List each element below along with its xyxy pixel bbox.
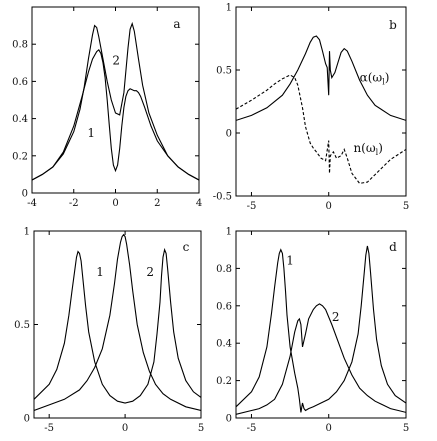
x-tick-label: 5 (198, 423, 204, 434)
annotation-text: 2 (112, 54, 120, 68)
plot-frame (235, 6, 407, 197)
y-tick-label: 0.2 (216, 376, 232, 387)
x-tick-label: 5 (403, 201, 409, 212)
series-line-2 (32, 48, 199, 181)
y-tick-label: -0.5 (213, 192, 232, 203)
x-tick-label: 0 (122, 423, 128, 434)
y-tick-label: 0.5 (14, 320, 30, 331)
y-tick-label: 0.8 (216, 264, 232, 275)
series-line-1 (236, 35, 406, 121)
annotation-close-paren: ) (385, 70, 390, 84)
curve-annotation: 1 (87, 126, 95, 140)
y-tick-label: 0.6 (12, 77, 28, 88)
panel-a: -4 -2 0 2 4 0 0.2 0.4 0.6 0.8 a 1 2 (12, 6, 202, 209)
x-tick-label: 0 (112, 198, 118, 209)
y-tick-label: 0.4 (12, 114, 28, 125)
series-line-1 (236, 245, 406, 413)
y-tick-label: 0.4 (216, 339, 232, 350)
x-tick-label: -5 (247, 423, 257, 434)
annotation-text: 1 (96, 265, 104, 279)
curve-annotation: 1 (286, 254, 294, 268)
x-tick-label: 2 (154, 198, 160, 209)
annotation-subscript: l (376, 148, 379, 157)
y-tick-label: 0.6 (216, 301, 232, 312)
y-tick-label: 0 (226, 129, 232, 140)
x-tick-label: 0 (326, 201, 332, 212)
annotation-subscript: l (382, 77, 385, 86)
annotation-text: 1 (87, 126, 95, 140)
panel-d: -5 0 5 0 0.2 0.4 0.6 0.8 1 d 1 2 (216, 227, 409, 435)
x-tick-label: 5 (403, 423, 409, 434)
x-tick-label: 4 (196, 198, 202, 209)
y-tick-label: 0.2 (12, 151, 28, 162)
annotation-text: 2 (332, 310, 340, 324)
panel-label: b (389, 18, 397, 32)
annotation-text: 1 (286, 254, 294, 268)
panel-label: c (183, 240, 190, 254)
panel-c: -5 0 5 0 0.5 1 c 1 2 (14, 227, 204, 435)
plot-frame (235, 230, 407, 419)
y-tick-label: 0 (226, 414, 232, 425)
y-tick-label: 1 (24, 227, 30, 238)
panel-label: d (389, 240, 397, 254)
y-tick-label: 0.5 (216, 66, 232, 77)
series-line-2 (34, 233, 201, 412)
x-tick-label: 0 (326, 423, 332, 434)
x-tick-label: -5 (44, 423, 54, 434)
series-line-1 (34, 247, 201, 404)
y-tick-label: 1 (226, 3, 232, 14)
x-tick-label: -5 (247, 201, 257, 212)
y-tick-label: 1 (226, 227, 232, 238)
series-line-2 (236, 74, 406, 184)
annotation-text: 2 (146, 265, 154, 279)
curve-annotation: 2 (332, 310, 340, 324)
annotation-close-paren: ) (378, 141, 383, 155)
series-line-1 (32, 21, 199, 181)
x-tick-label: -2 (69, 198, 79, 209)
curve-annotation: 2 (112, 54, 120, 68)
series-line-2 (236, 303, 406, 415)
curve-annotation: α(ωl) (360, 70, 390, 86)
y-tick-label: 0.8 (12, 40, 28, 51)
curve-annotation: 2 (146, 265, 154, 279)
x-tick-label: -4 (27, 198, 37, 209)
y-tick-label: 0 (22, 189, 28, 200)
curve-annotation: n(ωl) (353, 141, 382, 157)
panel-label: a (173, 17, 180, 31)
plot-frame (31, 6, 200, 194)
annotation-text: α(ω (360, 70, 383, 84)
curve-annotation: 1 (96, 265, 104, 279)
y-tick-label: 0 (24, 414, 30, 425)
annotation-text: n(ω (353, 141, 375, 155)
